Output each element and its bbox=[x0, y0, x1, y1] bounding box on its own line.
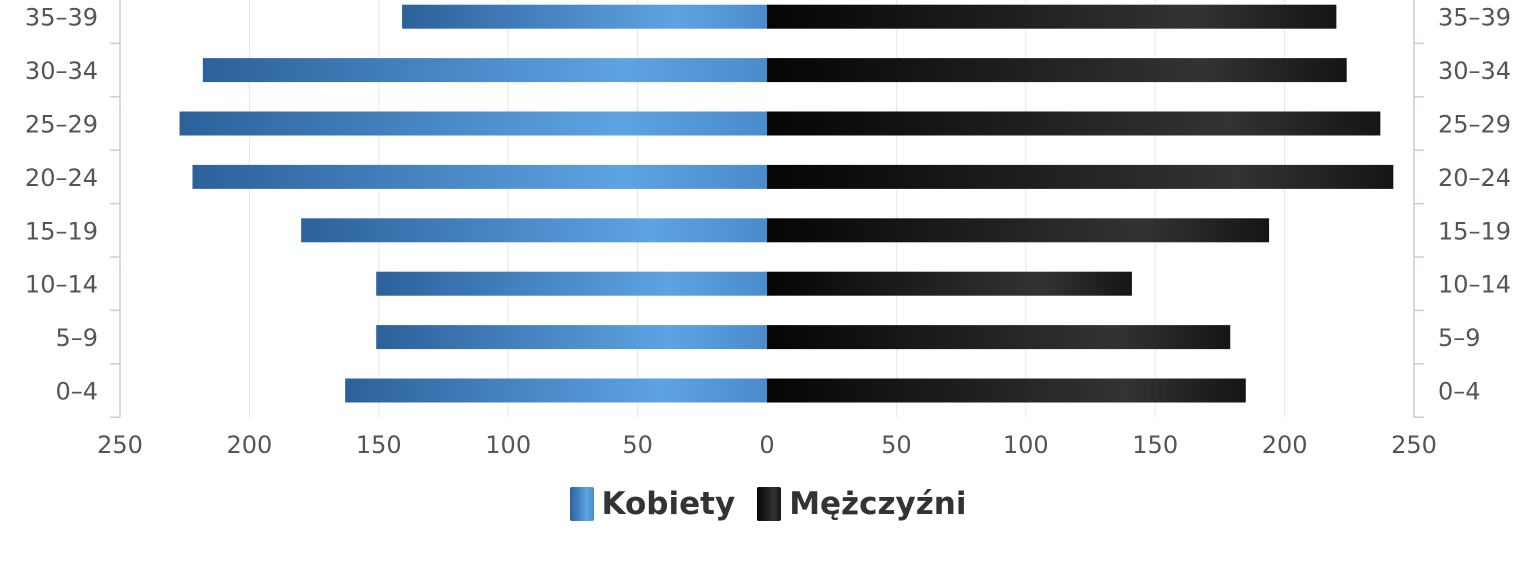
x-tick-label: 200 bbox=[1262, 431, 1308, 459]
x-tick-label: 200 bbox=[226, 431, 272, 459]
x-tick-label: 50 bbox=[622, 431, 653, 459]
bar-female-0-4[interactable] bbox=[345, 378, 767, 403]
bars bbox=[179, 4, 1394, 403]
bar-male-10-14[interactable] bbox=[767, 271, 1132, 296]
bar-male-0-4[interactable] bbox=[767, 378, 1246, 403]
population-pyramid-chart: 250 200 150 100 50 0 50 100 150 200 250 35–39 35–39 3… bbox=[25, 0, 1511, 459]
bar-male-5-9[interactable] bbox=[767, 325, 1231, 350]
x-tick-label: 100 bbox=[485, 431, 531, 459]
x-tick-label: 100 bbox=[1003, 431, 1049, 459]
x-tick-label: 250 bbox=[97, 431, 143, 459]
bar-female-35-39[interactable] bbox=[402, 4, 767, 29]
bar-female-5-9[interactable] bbox=[376, 325, 767, 350]
y-tick-label-right: 30–34 bbox=[1438, 57, 1511, 85]
bar-male-35-39[interactable] bbox=[767, 4, 1337, 29]
legend-item-female[interactable]: Kobiety bbox=[569, 486, 736, 522]
bar-male-20-24[interactable] bbox=[767, 164, 1394, 189]
y-tick-label-right: 0–4 bbox=[1438, 378, 1481, 406]
y-tick-label-right: 25–29 bbox=[1438, 111, 1511, 139]
y-tick-label-right: 35–39 bbox=[1438, 4, 1511, 32]
y-tick-label-left: 0–4 bbox=[55, 378, 98, 406]
y-tick-label-left: 30–34 bbox=[25, 57, 98, 85]
y-tick-label-right: 15–19 bbox=[1438, 217, 1511, 245]
y-tick-label-left: 20–24 bbox=[25, 164, 98, 192]
bar-male-25-29[interactable] bbox=[767, 111, 1381, 136]
bar-female-20-24[interactable] bbox=[192, 164, 768, 189]
y-tick-label-left: 35–39 bbox=[25, 4, 98, 32]
legend-swatch-female bbox=[569, 487, 594, 521]
x-tick-label: 150 bbox=[1132, 431, 1178, 459]
legend-item-male[interactable]: Mężczyźni bbox=[757, 486, 966, 522]
legend-swatch-male bbox=[757, 487, 782, 521]
x-tick-label: 0 bbox=[759, 431, 774, 459]
x-tick-label: 150 bbox=[356, 431, 402, 459]
y-tick-label-left: 10–14 bbox=[25, 271, 98, 299]
y-tick-label-left: 5–9 bbox=[55, 324, 98, 352]
bar-male-30-34[interactable] bbox=[767, 58, 1347, 83]
legend-label-female: Kobiety bbox=[601, 486, 736, 522]
x-tick-label: 250 bbox=[1391, 431, 1437, 459]
bar-female-30-34[interactable] bbox=[202, 58, 768, 83]
x-tick-label: 50 bbox=[881, 431, 912, 459]
bar-male-15-19[interactable] bbox=[767, 218, 1270, 243]
y-tick-label-left: 25–29 bbox=[25, 111, 98, 139]
bar-female-25-29[interactable] bbox=[179, 111, 768, 136]
y-tick-label-right: 10–14 bbox=[1438, 271, 1511, 299]
bar-female-10-14[interactable] bbox=[376, 271, 767, 296]
tick-labels: 250 200 150 100 50 0 50 100 150 200 250 35–39 35–39 3… bbox=[25, 4, 1511, 459]
bar-female-15-19[interactable] bbox=[301, 218, 767, 243]
axes bbox=[110, 0, 1424, 418]
y-tick-label-left: 15–19 bbox=[25, 217, 98, 245]
y-tick-label-right: 20–24 bbox=[1438, 164, 1511, 192]
y-tick-label-right: 5–9 bbox=[1438, 324, 1481, 352]
legend: Kobiety Mężczyźni bbox=[0, 486, 1536, 522]
legend-label-male: Mężczyźni bbox=[789, 486, 967, 522]
